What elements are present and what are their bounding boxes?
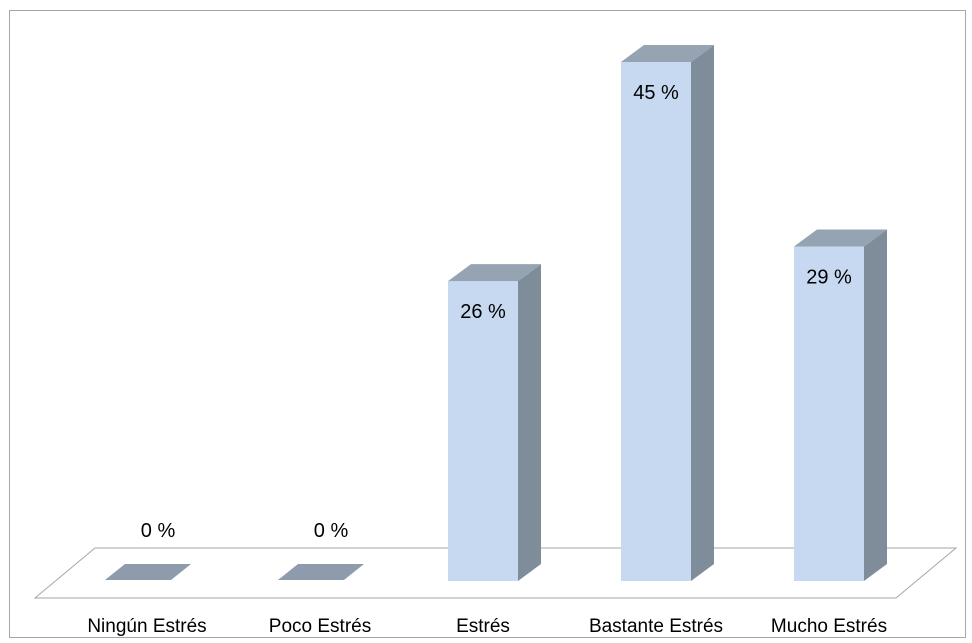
data-label-bastante-estres: 45 % [633, 82, 679, 104]
bar-side-estres [518, 264, 541, 581]
data-label-poco-estres: 0 % [314, 520, 349, 542]
data-label-estres: 26 % [460, 301, 506, 323]
bar-bastante-estres [621, 62, 691, 581]
data-label-ningun-estres: 0 % [141, 520, 176, 542]
bar-ningun-estres [105, 564, 191, 580]
bar-mucho-estres [794, 246, 864, 582]
category-label-estres: Estrés [456, 616, 510, 637]
category-label-bastante-estres: Bastante Estrés [589, 616, 723, 637]
bars-layer [105, 45, 887, 582]
chart-floor [33, 547, 958, 599]
bar-top-estres [448, 264, 541, 282]
bar-side-mucho-estres [864, 229, 887, 582]
data-label-mucho-estres: 29 % [806, 267, 852, 289]
category-label-ningun-estres: Ningún Estrés [87, 616, 206, 637]
labels-layer: 0 % Ningún Estrés 0 % Poco Estrés 26 % Estrés… [87, 82, 887, 637]
bar-top-mucho-estres [794, 229, 887, 247]
category-label-mucho-estres: Mucho Estrés [771, 616, 887, 637]
bar-estres [448, 281, 518, 581]
category-label-poco-estres: Poco Estrés [269, 616, 371, 637]
bar-poco-estres [278, 564, 364, 580]
bar-top-bastante-estres [621, 45, 714, 62]
bar-side-bastante-estres [691, 45, 714, 581]
